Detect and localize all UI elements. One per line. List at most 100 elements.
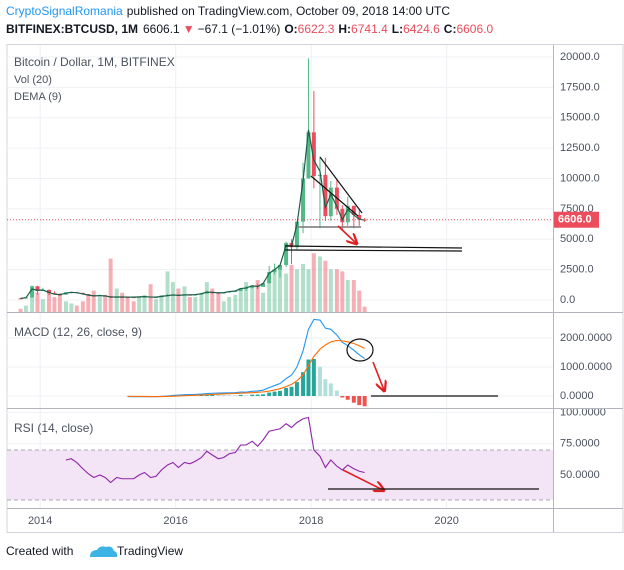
- volume-bar: [23, 305, 28, 312]
- histogram-bar: [311, 358, 316, 396]
- volume-bar: [148, 284, 153, 312]
- volume-bar: [301, 263, 306, 312]
- volume-bar: [137, 297, 142, 312]
- brand[interactable]: TradingView: [117, 544, 183, 558]
- volume-bar: [170, 282, 175, 312]
- histogram-bar: [261, 394, 266, 396]
- volume-bar: [334, 269, 339, 312]
- volume-bar: [131, 301, 136, 312]
- pane-title: MACD (12, 26, close, 9): [14, 325, 142, 339]
- histogram-bar: [317, 366, 322, 396]
- volume-bar: [120, 292, 125, 312]
- histogram-bar: [357, 395, 362, 406]
- ohlc-value: 6622.3: [298, 22, 335, 36]
- publish-line: CryptoSignalRomania published on TradingV…: [6, 4, 450, 18]
- last-price-tag: [553, 211, 599, 228]
- volume-bar: [165, 271, 170, 312]
- trend-line: [310, 175, 359, 217]
- legend-entry: Vol (20): [14, 74, 52, 86]
- y-tick-label: 12500.0: [560, 142, 600, 154]
- volume-bar: [328, 269, 333, 312]
- histogram-bar: [351, 395, 356, 403]
- volume-bar: [176, 288, 181, 312]
- candle-body: [328, 187, 333, 217]
- candle-body: [311, 132, 316, 177]
- footer-text: Created with: [6, 544, 73, 558]
- volume-bar: [323, 260, 328, 312]
- last-price-label: 6606.0: [558, 214, 592, 226]
- drawings: [284, 156, 539, 490]
- y-tick-label: 0.0000: [560, 390, 594, 402]
- legend-entry: DEMA (9): [14, 91, 62, 103]
- histogram-bar: [216, 394, 221, 396]
- volume-bar: [52, 297, 57, 312]
- volume-bar: [255, 279, 260, 312]
- volume-bar: [317, 256, 322, 312]
- volume-bar: [238, 288, 243, 312]
- volume-bar: [272, 269, 277, 312]
- histogram-bar: [250, 394, 255, 396]
- x-tick-label: 2020: [434, 515, 458, 527]
- candle-body: [284, 242, 289, 265]
- volume-bar: [204, 282, 209, 312]
- volume-bar: [125, 297, 130, 312]
- last: 6606.1: [143, 22, 180, 36]
- histogram-bar: [362, 395, 367, 407]
- volume-bar: [221, 301, 226, 312]
- y-tick-label: 2500.0: [560, 264, 594, 276]
- volume-bar: [357, 290, 362, 312]
- y-tick-label: 15000.0: [560, 112, 600, 124]
- histogram-bar: [284, 387, 289, 396]
- trend-line: [319, 156, 363, 214]
- y-tick-label: 75.0000: [560, 438, 600, 450]
- volume-bar: [294, 269, 299, 312]
- volume-bar: [91, 290, 96, 312]
- candle-body: [30, 286, 35, 298]
- candle-body: [323, 174, 328, 217]
- histogram-bar: [306, 359, 311, 396]
- candle-body: [301, 178, 306, 222]
- volume-bar: [216, 292, 221, 312]
- volume-bar: [18, 308, 23, 312]
- volume-bar: [306, 269, 311, 312]
- volume-bar: [227, 297, 232, 312]
- volume-bar: [69, 303, 74, 312]
- volume-bar: [289, 265, 294, 312]
- circle: [346, 338, 374, 362]
- volume-bar: [311, 253, 316, 312]
- candle-body: [278, 264, 282, 270]
- x-tick-label: 2016: [163, 515, 187, 527]
- plot: 2014 2016 2018 20200.02500.05000.07500.0100…: [7, 45, 612, 527]
- ohlc-value: 6741.4: [351, 22, 388, 36]
- volume-bar: [40, 299, 45, 312]
- candle-body: [35, 286, 40, 291]
- histogram-bar: [221, 395, 226, 396]
- logo[interactable]: [90, 546, 118, 557]
- candle-body: [244, 288, 249, 290]
- author[interactable]: CryptoSignalRomania: [6, 4, 123, 18]
- volume-bar: [80, 301, 85, 312]
- ohlc-key: C:: [444, 22, 457, 36]
- histogram-bar: [233, 395, 238, 396]
- y-tick-label: 0.0: [560, 294, 575, 306]
- volume-bar: [35, 292, 40, 312]
- candle-body: [238, 288, 243, 291]
- candle-body: [357, 214, 362, 220]
- volume-bar: [278, 267, 282, 312]
- change: −67.1 (−1.01%): [198, 22, 281, 36]
- volume-bar: [340, 271, 345, 312]
- arrow: [372, 361, 384, 390]
- series-line: [65, 416, 365, 484]
- volume-bar: [47, 290, 51, 312]
- arrow: [342, 469, 383, 490]
- candle-body: [267, 272, 272, 284]
- y-tick-label: 10000.0: [560, 172, 600, 184]
- symbol-line: BITFINEX:BTCUSD, 1M 6606.1 ▼ −67.1 (−1.01%)…: [6, 22, 493, 36]
- ohlc-key: L:: [392, 22, 403, 36]
- ohlc-key: H:: [338, 22, 351, 36]
- histogram-bar: [244, 395, 249, 396]
- volume-bar: [30, 297, 35, 312]
- support-line: [284, 249, 463, 252]
- histogram-bar: [340, 395, 345, 398]
